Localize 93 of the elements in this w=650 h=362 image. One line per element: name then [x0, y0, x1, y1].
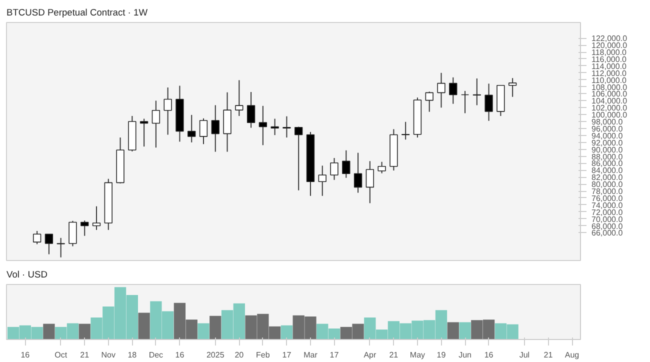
candlestick [246, 91, 256, 128]
candlestick [80, 220, 89, 236]
candlestick [211, 104, 220, 152]
y-tick-label: 68,000.0 [592, 222, 624, 231]
x-tick-label: Apr [364, 350, 376, 360]
x-tick-label: 21 [544, 350, 554, 360]
y-tick-label: 90,000.0 [592, 145, 624, 154]
y-tick-label: 106,000.0 [592, 90, 628, 99]
candlestick [508, 78, 517, 98]
candlestick [449, 76, 458, 104]
candlestick [92, 206, 101, 230]
bar [138, 312, 150, 340]
candlestick [342, 150, 350, 178]
y-tick-label: 84,000.0 [592, 166, 624, 176]
y-tick-label: 82,000.0 [592, 173, 624, 182]
x-tick-label: 21 [389, 350, 399, 360]
candlestick [140, 118, 148, 148]
y-tick-label: 70,000.0 [592, 214, 624, 224]
candlestick [188, 114, 196, 143]
y-tick-label: 116,000.0 [592, 54, 628, 64]
candlestick [318, 165, 326, 196]
x-tick-label: 18 [128, 350, 138, 360]
candlestick [32, 230, 42, 245]
y-tick-label: 100,000.0 [592, 110, 628, 120]
chart-title: Vol · USD [6, 270, 48, 280]
candlestick [460, 90, 470, 114]
candlestick [366, 160, 374, 204]
y-tick-label: 76,000.0 [592, 194, 624, 203]
y-tick-label: 118,000.0 [592, 48, 628, 58]
candlestick [258, 105, 268, 146]
candlestick [152, 100, 160, 148]
candlestick [68, 220, 77, 247]
x-tick-label: 20 [234, 350, 244, 360]
candlestick [437, 72, 446, 108]
y-tick-label: 66,000.0 [592, 228, 624, 238]
x-tick-label: Aug [564, 350, 580, 360]
x-tick-label: 16 [20, 350, 30, 360]
candlestick [484, 83, 493, 122]
y-tick-label: 122,000.0 [592, 34, 628, 44]
y-tick-label: 110,000.0 [592, 76, 628, 85]
y-tick-label: 78,000.0 [592, 187, 624, 196]
y-tick-label: 96,000.0 [592, 124, 624, 134]
x-tick-label: 21 [80, 350, 90, 360]
y-tick-label: 86,000.0 [592, 159, 624, 168]
candlestick [294, 126, 303, 191]
y-tick-label: 104,000.0 [592, 96, 628, 106]
y-tick-label: 120,000.0 [592, 41, 628, 50]
y-tick-label: 98,000.0 [592, 118, 624, 127]
candlestick [282, 116, 291, 138]
bar [43, 324, 55, 340]
candlestick [354, 152, 362, 194]
x-tick-label: Feb [256, 350, 270, 360]
y-tick-label: 92,000.0 [592, 138, 624, 148]
candlestick [235, 80, 244, 116]
x-tick-label: Dec [148, 350, 164, 360]
y-tick-label: 80,000.0 [592, 180, 624, 190]
x-tick-label: Oct [54, 350, 68, 360]
candlestick [425, 91, 434, 112]
y-tick-label: 88,000.0 [592, 152, 624, 162]
bar [280, 325, 293, 340]
candlestick [199, 118, 208, 145]
bar [210, 316, 222, 340]
bar [447, 322, 459, 340]
x-tick-label: 16 [175, 350, 185, 360]
y-tick-label: 114,000.0 [592, 62, 628, 71]
y-tick-label: 108,000.0 [592, 82, 628, 92]
candlestick [402, 121, 410, 140]
x-tick-label: Mar [304, 350, 318, 360]
candlestick [164, 86, 172, 136]
bar [198, 323, 210, 340]
candlestick [223, 92, 232, 152]
candlestick [270, 118, 279, 136]
x-tick-label: May [410, 350, 426, 360]
y-tick-label: 74,000.0 [592, 200, 624, 210]
x-tick-label: 2025 [206, 350, 225, 360]
x-tick-label: 16 [484, 350, 494, 360]
x-tick-label: Jul [519, 350, 530, 360]
y-tick-label: 94,000.0 [592, 131, 624, 140]
bar [78, 324, 90, 340]
candlestick [330, 158, 338, 180]
x-tick-label: 17 [330, 350, 340, 360]
x-tick-label: 17 [282, 350, 292, 360]
x-tick-label: Nov [101, 350, 116, 360]
bar [459, 322, 471, 340]
x-tick-label: Jun [458, 350, 472, 360]
chart-title: BTCUSD Perpetual Contract · 1W [6, 8, 148, 18]
candlestick [378, 161, 386, 174]
y-tick-label: 102,000.0 [592, 104, 628, 113]
candlestick [472, 78, 481, 106]
x-tick-label: 19 [436, 350, 446, 360]
candlestick [44, 234, 54, 255]
y-tick-label: 112,000.0 [592, 68, 628, 78]
y-tick-label: 72,000.0 [592, 208, 624, 217]
